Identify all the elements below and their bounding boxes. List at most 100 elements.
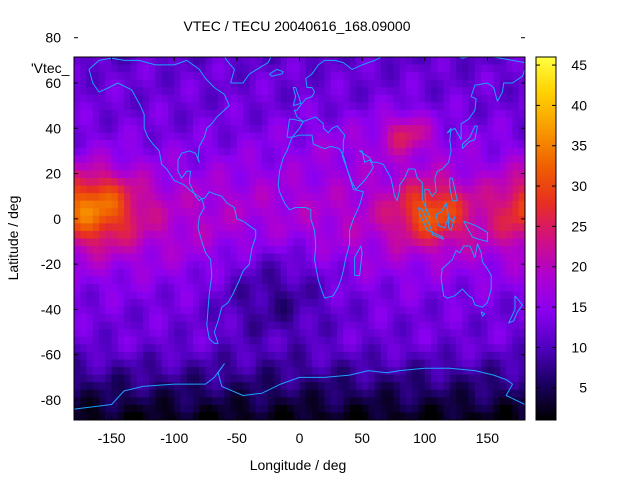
heatmap-cell — [174, 382, 182, 391]
heatmap-cell — [330, 193, 338, 202]
heatmap-cell — [155, 299, 163, 308]
heatmap-cell — [418, 170, 426, 179]
heatmap-cell — [142, 147, 150, 156]
heatmap-cell — [199, 314, 207, 323]
heatmap-cell — [337, 72, 344, 81]
heatmap-cell — [193, 178, 200, 187]
heatmap-cell — [193, 170, 200, 179]
heatmap-cell — [499, 132, 507, 141]
heatmap-cell — [255, 57, 263, 66]
heatmap-cell — [368, 170, 376, 179]
heatmap-cell — [380, 94, 388, 103]
heatmap-cell — [261, 283, 269, 293]
heatmap-cell — [255, 147, 263, 156]
heatmap-cell — [493, 200, 501, 209]
heatmap-cell — [130, 178, 138, 187]
heatmap-cell — [80, 321, 88, 330]
heatmap-cell — [387, 374, 395, 383]
heatmap-cell — [74, 102, 81, 111]
heatmap-cell — [218, 147, 225, 156]
heatmap-cell — [493, 314, 501, 323]
heatmap-cell — [499, 268, 507, 277]
heatmap-cell — [305, 367, 313, 376]
heatmap-cell — [261, 261, 269, 270]
heatmap-cell — [124, 238, 131, 247]
heatmap-cell — [236, 291, 244, 300]
heatmap-cell — [380, 57, 388, 66]
heatmap-cell — [80, 72, 88, 81]
heatmap-cell — [337, 389, 344, 398]
heatmap-cell — [324, 147, 332, 156]
heatmap-cell — [174, 193, 182, 202]
heatmap-cell — [249, 64, 257, 73]
heatmap-cell — [155, 208, 163, 217]
heatmap-cell — [299, 178, 307, 187]
heatmap-cell — [136, 109, 144, 119]
heatmap-cell — [462, 200, 470, 209]
heatmap-cell — [368, 253, 376, 262]
heatmap-cell — [518, 223, 525, 232]
heatmap-cell — [374, 102, 382, 111]
heatmap-cell — [149, 389, 157, 398]
heatmap-cell — [149, 109, 157, 119]
heatmap-cell — [355, 162, 363, 172]
heatmap-cell — [462, 374, 470, 383]
heatmap-cell — [167, 246, 175, 255]
heatmap-cell — [255, 253, 263, 262]
heatmap-cell — [512, 185, 520, 194]
heatmap-cell — [299, 306, 307, 315]
heatmap-cell — [424, 155, 432, 164]
heatmap-cell — [274, 412, 282, 420]
heatmap-cell — [136, 291, 144, 300]
heatmap-cell — [167, 336, 175, 345]
heatmap-cell — [211, 72, 219, 81]
heatmap-cell — [274, 72, 282, 81]
heatmap-cell — [205, 238, 213, 247]
heatmap-cell — [474, 230, 482, 240]
heatmap-cell — [368, 178, 376, 187]
heatmap-cell — [499, 238, 507, 247]
heatmap-cell — [180, 125, 188, 134]
heatmap-cell — [462, 162, 470, 172]
heatmap-cell — [142, 132, 150, 141]
heatmap-cell — [431, 238, 438, 247]
heatmap-cell — [368, 72, 376, 81]
heatmap-cell — [286, 215, 294, 224]
heatmap-cell — [456, 64, 463, 73]
heatmap-cell — [105, 132, 113, 141]
heatmap-cell — [117, 367, 125, 376]
heatmap-cell — [142, 79, 150, 88]
heatmap-cell — [286, 170, 294, 179]
heatmap-cell — [199, 117, 207, 126]
heatmap-cell — [199, 102, 207, 111]
heatmap-cell — [374, 367, 382, 376]
heatmap-cell — [499, 321, 507, 330]
heatmap-cell — [324, 57, 332, 66]
heatmap-cell — [449, 185, 457, 194]
heatmap-cell — [393, 72, 401, 81]
heatmap-cell — [355, 261, 363, 270]
heatmap-cell — [343, 367, 351, 376]
heatmap-cell — [387, 140, 395, 149]
heatmap-cell — [493, 276, 501, 285]
heatmap-cell — [449, 404, 457, 414]
heatmap-cell — [481, 336, 489, 345]
heatmap-cell — [261, 299, 269, 308]
heatmap-cell — [199, 329, 207, 338]
heatmap-cell — [193, 351, 200, 361]
heatmap-cell — [274, 64, 282, 73]
heatmap-cell — [186, 329, 194, 338]
heatmap-cell — [92, 109, 100, 119]
heatmap-cell — [130, 162, 138, 172]
heatmap-cell — [499, 200, 507, 209]
heatmap-cell — [368, 397, 376, 406]
heatmap-cell — [180, 246, 188, 255]
heatmap-cell — [506, 87, 514, 96]
heatmap-cell — [493, 404, 501, 414]
heatmap-cell — [449, 321, 457, 330]
heatmap-cell — [355, 155, 363, 164]
heatmap-cell — [80, 125, 88, 134]
heatmap-cell — [374, 215, 382, 224]
heatmap-cell — [418, 94, 426, 103]
heatmap-cell — [412, 230, 420, 240]
